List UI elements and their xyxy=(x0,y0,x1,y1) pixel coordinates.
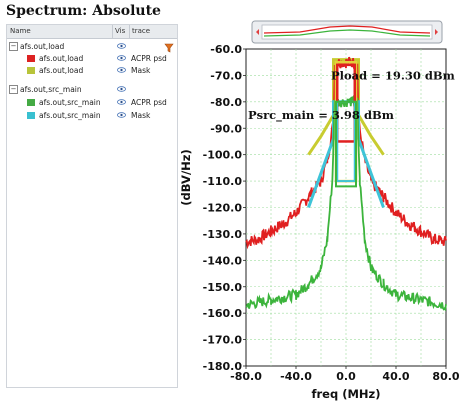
window-title: Spectrum: Absolute xyxy=(6,3,161,19)
header-vis[interactable]: Vis xyxy=(115,27,126,35)
color-swatch[interactable] xyxy=(27,55,35,62)
visibility-eye-icon[interactable] xyxy=(117,112,126,118)
trace-type: Mask xyxy=(131,66,151,75)
y-tick-label: -120.0 xyxy=(203,202,243,215)
visibility-eye-icon[interactable] xyxy=(117,67,126,73)
trace-type: ACPR psd xyxy=(131,54,167,63)
y-tick-label: -60.0 xyxy=(210,43,242,56)
filter-icon[interactable] xyxy=(164,43,174,53)
trace-name: afs.out,src_main xyxy=(39,111,101,120)
x-tick-label: -80.0 xyxy=(230,370,262,383)
overview-thumb[interactable] xyxy=(261,24,433,40)
channel-box-green xyxy=(335,100,357,188)
y-tick-label: -140.0 xyxy=(203,254,243,267)
y-tick-label: -70.0 xyxy=(210,69,242,82)
y-axis-label: (dBV/Hz) xyxy=(179,149,193,205)
color-swatch[interactable] xyxy=(27,67,35,74)
trace-row[interactable]: afs.out,src_main Mask xyxy=(7,110,175,122)
overview-trace-green xyxy=(263,29,431,37)
annotation-pload: Pload = 19.30 dBm xyxy=(331,68,455,82)
y-tick-label: -150.0 xyxy=(203,281,243,294)
y-tick-label: -90.0 xyxy=(210,122,242,135)
scroll-right-arrow-icon[interactable] xyxy=(435,29,438,35)
trace-name: afs.out,load xyxy=(39,66,84,75)
y-tick-label: -130.0 xyxy=(203,228,243,241)
group-label: afs.out,load xyxy=(20,42,65,51)
overview-trace-red xyxy=(263,25,431,34)
trace-row[interactable]: − afs.out,load xyxy=(7,41,175,53)
visibility-eye-icon[interactable] xyxy=(117,55,126,61)
trace-list-panel: Name Vis trace − afs.out,load afs.out,load… xyxy=(6,24,178,388)
x-tick-label: -40.0 xyxy=(280,370,312,383)
trace-row[interactable]: − afs.out,src_main xyxy=(7,84,175,96)
annotation-psrc-main: Psrc_main = 3.98 dBm xyxy=(248,108,394,123)
x-axis-label: freq (MHz) xyxy=(312,387,381,401)
y-tick-label: -110.0 xyxy=(203,175,243,188)
trace-name: afs.out,load xyxy=(39,54,84,63)
visibility-eye-icon[interactable] xyxy=(117,43,126,49)
y-tick-label: -160.0 xyxy=(203,307,243,320)
trace-type: ACPR psd xyxy=(131,98,167,107)
y-tick-label: -100.0 xyxy=(203,149,243,162)
visibility-eye-icon[interactable] xyxy=(117,99,126,105)
y-tick-label: -80.0 xyxy=(210,96,242,109)
trace-row[interactable]: afs.out,load ACPR psd xyxy=(7,53,175,65)
color-swatch[interactable] xyxy=(27,112,35,119)
scroll-left-arrow-icon[interactable] xyxy=(256,29,259,35)
group-label: afs.out,src_main xyxy=(20,85,82,94)
header-trace[interactable]: trace xyxy=(132,27,151,35)
collapse-icon[interactable]: − xyxy=(9,42,18,51)
trace-list-header: Name Vis trace xyxy=(7,25,177,39)
trace-type: Mask xyxy=(131,111,151,120)
y-tick-label: -180.0 xyxy=(203,360,243,373)
trace-name: afs.out,src_main xyxy=(39,98,101,107)
y-tick-label: -170.0 xyxy=(203,334,243,347)
x-tick-label: 40.0 xyxy=(382,370,409,383)
collapse-icon[interactable]: − xyxy=(9,85,18,94)
color-swatch[interactable] xyxy=(27,99,35,106)
x-tick-label: 80.0 xyxy=(432,370,459,383)
visibility-eye-icon[interactable] xyxy=(117,86,126,92)
trace-row[interactable]: afs.out,src_main ACPR psd xyxy=(7,97,175,109)
trace-row[interactable]: afs.out,load Mask xyxy=(7,65,175,77)
header-name[interactable]: Name xyxy=(10,27,31,35)
x-tick-label: 0.0 xyxy=(336,370,356,383)
